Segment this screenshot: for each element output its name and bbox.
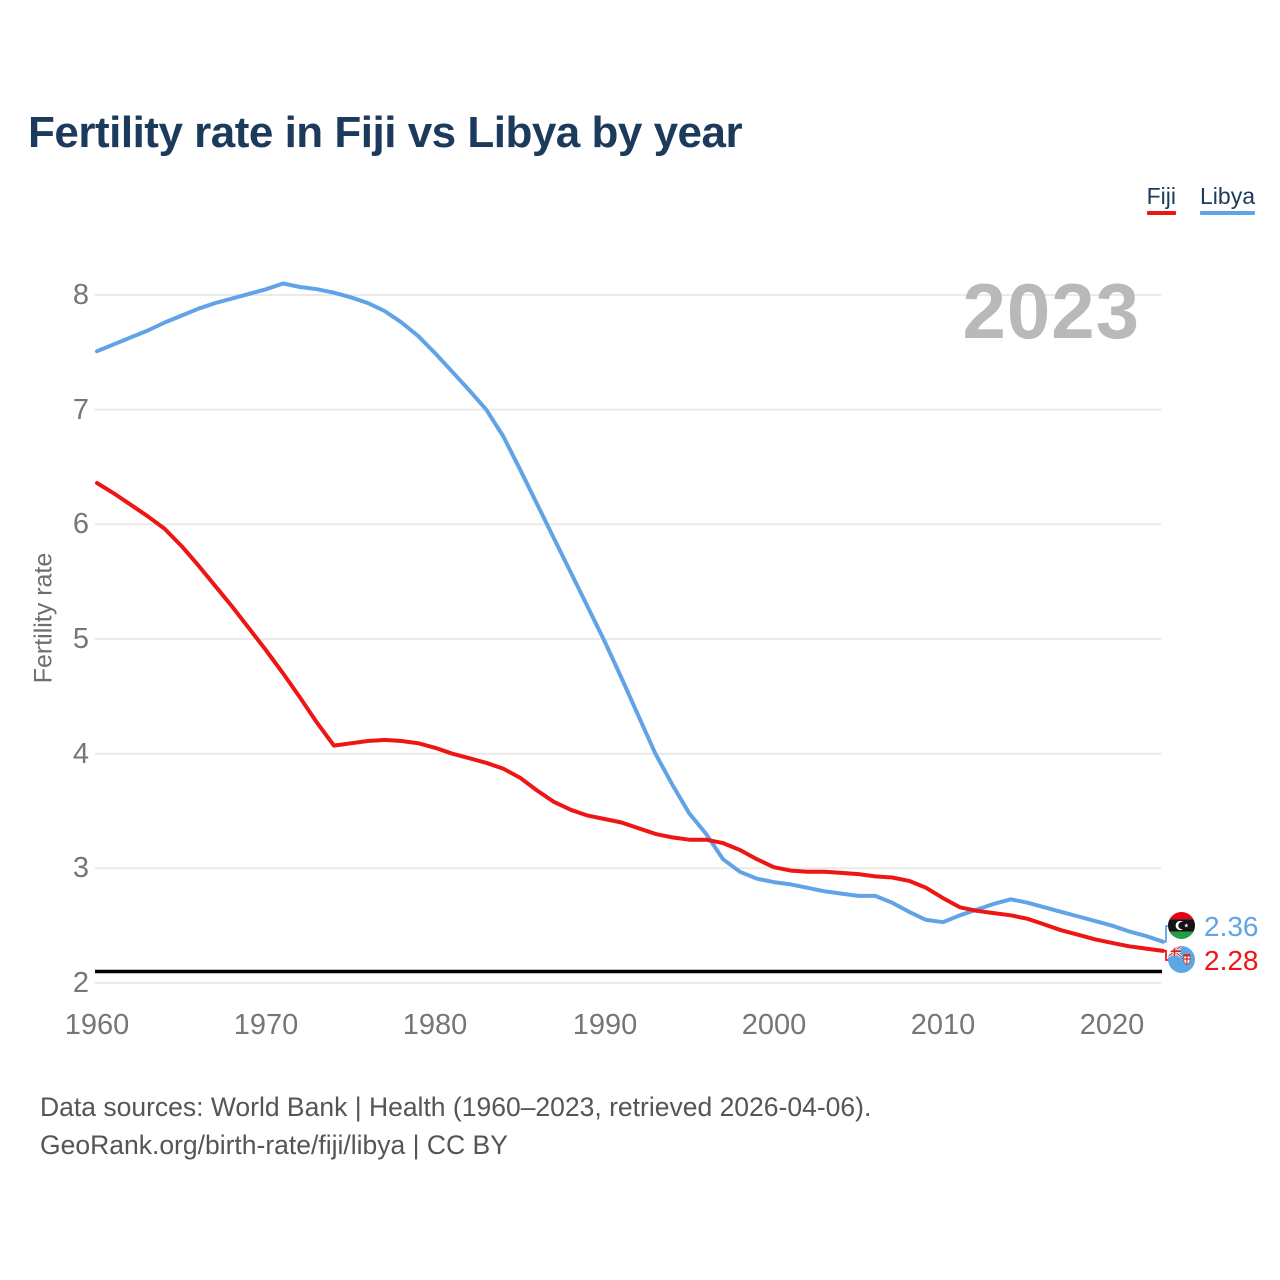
legend-label-fiji: Fiji xyxy=(1146,183,1177,209)
y-tick-label: 7 xyxy=(72,394,89,426)
x-tick-label: 1960 xyxy=(64,1009,130,1041)
libya-end-value: 2.36 xyxy=(1204,911,1259,942)
fiji-end-value: 2.28 xyxy=(1204,945,1259,976)
y-tick-label: 6 xyxy=(72,508,89,540)
y-axis-title: Fertility rate xyxy=(29,552,58,684)
fiji-flag-icon xyxy=(1168,946,1195,973)
y-tick-label: 3 xyxy=(72,852,89,884)
x-tick-label: 2010 xyxy=(910,1009,976,1041)
fiji-line xyxy=(95,481,1165,953)
y-tick-label: 4 xyxy=(72,738,89,770)
year-watermark: 2023 xyxy=(962,267,1140,355)
footer-data-sources: Data sources: World Bank | Health (1960–… xyxy=(40,1092,872,1122)
libya-line xyxy=(95,281,1165,944)
legend-label-libya: Libya xyxy=(1200,183,1255,209)
y-tick-label: 8 xyxy=(72,279,89,311)
x-tick-label: 1980 xyxy=(402,1009,468,1041)
y-tick-label: 2 xyxy=(72,967,89,999)
x-tick-label: 1990 xyxy=(572,1009,638,1041)
legend-item-fiji[interactable]: Fiji xyxy=(1146,183,1177,215)
libya-label-connector xyxy=(1163,925,1170,943)
x-tick-label: 2000 xyxy=(741,1009,807,1041)
footer-attribution: GeoRank.org/birth-rate/fiji/libya | CC B… xyxy=(40,1130,508,1160)
legend: Fiji Libya xyxy=(1146,183,1255,215)
legend-item-libya[interactable]: Libya xyxy=(1200,184,1255,215)
libya-flag-icon xyxy=(1168,912,1195,939)
x-tick-label: 1970 xyxy=(233,1009,299,1041)
footer: Data sources: World Bank | Health (1960–… xyxy=(40,1088,871,1164)
legend-underline-libya xyxy=(1200,211,1255,215)
page-title: Fertility rate in Fiji vs Libya by year xyxy=(28,108,743,157)
y-tick-label: 5 xyxy=(72,623,89,655)
legend-underline-fiji xyxy=(1146,211,1177,215)
x-tick-label: 2020 xyxy=(1079,1009,1145,1041)
fiji-label-connector xyxy=(1163,950,1170,961)
